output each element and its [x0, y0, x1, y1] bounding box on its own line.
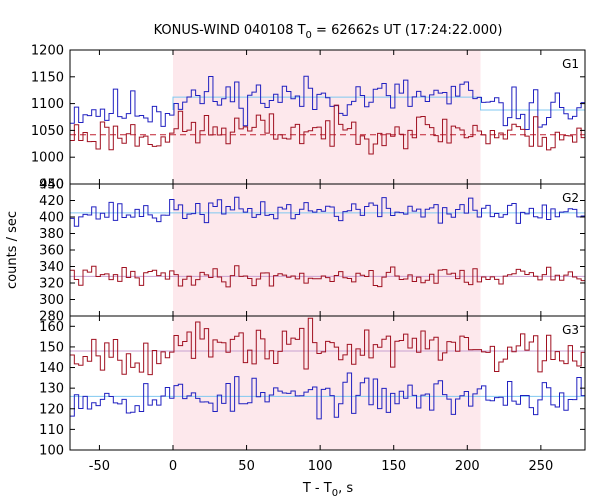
y-tick-label: 130 — [39, 382, 64, 397]
x-tick-label: 250 — [528, 459, 553, 474]
x-axis-title-subscript: 0 — [332, 488, 338, 499]
y-tick-label: 1150 — [31, 70, 64, 85]
y-tick-label: 950 — [39, 178, 64, 193]
y-tick-label: 280 — [39, 310, 64, 325]
y-tick-label: 1050 — [31, 124, 64, 139]
y-tick-label: 100 — [39, 444, 64, 459]
x-tick-label: 200 — [455, 459, 480, 474]
x-axis-title-suffix: , s — [338, 481, 353, 496]
x-tick-label: 150 — [381, 459, 406, 474]
y-tick-label: 380 — [39, 227, 64, 242]
y-tick-label: 1200 — [31, 44, 64, 59]
y-tick-label: 140 — [39, 361, 64, 376]
x-tick-label: 50 — [238, 459, 255, 474]
y-tick-label: 440 — [39, 178, 64, 193]
chart-title-prefix: KONUS-WIND 040108 T — [154, 23, 306, 38]
x-tick-label: 0 — [169, 459, 177, 474]
panel-frame-g3 — [69, 315, 586, 451]
y-tick-label: 360 — [39, 244, 64, 259]
series-g1-red-series — [70, 104, 585, 155]
y-tick-label: 150 — [39, 340, 64, 355]
y-tick-label: 340 — [39, 260, 64, 275]
y-tick-label: 320 — [39, 277, 64, 292]
y-tick-label: 160 — [39, 320, 64, 335]
y-tick-label: 1000 — [31, 151, 64, 166]
chart-title-suffix: = 62662s UT (17:24:22.000) — [312, 23, 502, 38]
y-tick-label: 420 — [39, 194, 64, 209]
plot-area: 95010001050110011501200G1280300320340360… — [31, 44, 586, 474]
chart-title: KONUS-WIND 040108 T0 = 62662s UT (17:24:… — [154, 23, 503, 41]
panel-label-g2: G2 — [562, 191, 579, 205]
y-axis-title: counts / sec — [5, 211, 20, 289]
x-tick-label: -50 — [89, 459, 110, 474]
y-tick-label: 1100 — [31, 97, 64, 112]
panel-label-g1: G1 — [562, 57, 579, 71]
panel-g3: 100 110 120 130 140 150 160 G3 — [39, 315, 586, 459]
series-g2-blue-series — [70, 196, 585, 227]
burst-interval-highlight — [173, 50, 481, 450]
chart-title-subscript: 0 — [306, 30, 312, 41]
panel-label-g3: G3 — [562, 323, 579, 337]
x-axis-title-prefix: T - T — [302, 481, 332, 496]
series-g1-blue-series — [70, 75, 585, 131]
y-tick-label: 120 — [39, 402, 64, 417]
series-g3-blue-series — [70, 372, 585, 420]
series-g2-red-series — [70, 265, 585, 288]
y-tick-label: 300 — [39, 293, 64, 308]
y-tick-label: 400 — [39, 211, 64, 226]
series-g3-red-series — [70, 317, 585, 376]
y-tick-label: 110 — [39, 423, 64, 438]
x-tick-label: 100 — [308, 459, 333, 474]
x-axis-title: T - T0, s — [302, 481, 353, 499]
